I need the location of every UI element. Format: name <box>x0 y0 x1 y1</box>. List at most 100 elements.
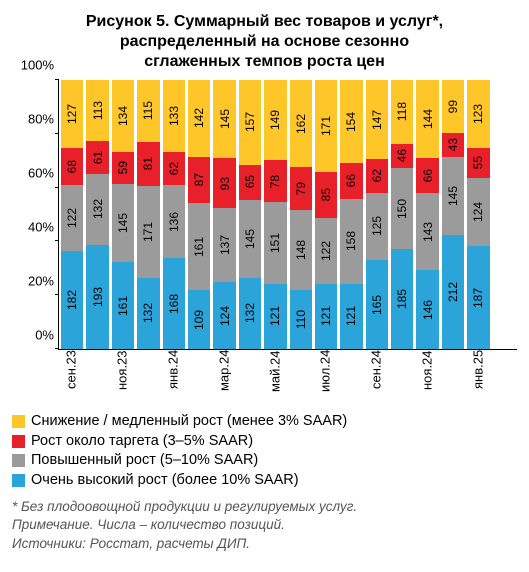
bar-segment: 162 <box>290 80 312 167</box>
x-tick-label <box>187 350 209 406</box>
bar-segment: 145 <box>112 184 134 262</box>
x-tick-label <box>492 350 514 406</box>
bar-segment: 62 <box>163 152 185 185</box>
y-tick-mark <box>55 240 59 241</box>
bar-segment: 109 <box>188 290 210 349</box>
y-axis: 0%20%40%60%80%100% <box>12 80 58 350</box>
segment-value-label: 145 <box>447 186 459 206</box>
bar-segment: 154 <box>340 80 362 163</box>
bar-segment: 115 <box>137 80 159 142</box>
title-line-3: сглаженных темпов роста цен <box>12 52 517 72</box>
x-tick-label <box>289 350 311 406</box>
bar-segment: 171 <box>315 80 337 172</box>
segment-value-label: 99 <box>447 100 459 113</box>
bar-segment: 147 <box>366 80 388 159</box>
footnote-2: Примечание. Числа – количество позиций. <box>12 516 517 534</box>
bar-segment: 212 <box>442 235 464 349</box>
bar-segment: 61 <box>86 141 108 174</box>
segment-value-label: 118 <box>396 102 408 121</box>
bar-segment: 110 <box>290 290 312 349</box>
y-tick-label: 80% <box>28 112 54 127</box>
segment-value-label: 168 <box>168 294 180 314</box>
segment-value-label: 66 <box>345 174 357 187</box>
bar-segment: 68 <box>61 148 83 185</box>
segment-value-label: 145 <box>117 213 129 233</box>
segment-value-label: 187 <box>472 288 484 308</box>
bar-segment: 125 <box>366 193 388 260</box>
bar-segment: 132 <box>86 174 108 245</box>
segment-value-label: 193 <box>92 287 104 307</box>
x-tick-label <box>442 350 464 406</box>
bar-segment: 87 <box>188 157 210 204</box>
bar-segment: 59 <box>112 152 134 184</box>
legend-item: Снижение / медленный рост (менее 3% SAAR… <box>12 412 517 432</box>
bar-segment: 43 <box>442 133 464 156</box>
segment-value-label: 124 <box>472 202 484 222</box>
x-tick-label: янв.24 <box>162 350 184 406</box>
bar-segment: 161 <box>188 203 210 290</box>
x-tick-label <box>340 350 362 406</box>
bar-segment: 193 <box>86 245 108 349</box>
segment-value-label: 121 <box>345 306 357 326</box>
segment-value-label: 121 <box>320 306 332 326</box>
x-axis: сен.23ноя.23янв.24мар.24май.24июл.24сен.… <box>58 350 517 406</box>
x-tick-label: ноя.24 <box>416 350 438 406</box>
bar-segment: 118 <box>391 80 413 144</box>
bar-column: 15765145132 <box>239 80 261 349</box>
bar-column: 16279148110 <box>290 80 312 349</box>
bar-segment: 151 <box>264 202 286 283</box>
bar-column: 13459145161 <box>112 80 134 349</box>
bar-segment: 62 <box>366 159 388 192</box>
segment-value-label: 158 <box>345 231 357 251</box>
segment-value-label: 121 <box>269 306 281 326</box>
bar-column: 14287161109 <box>188 80 210 349</box>
x-tick-label <box>238 350 260 406</box>
legend: Снижение / медленный рост (менее 3% SAAR… <box>12 412 517 490</box>
y-tick-label: 100% <box>21 58 54 73</box>
bar-column: 11581171132 <box>137 80 159 349</box>
x-tick-label <box>85 350 107 406</box>
plot-area: 1276812218211361132193134591451611158117… <box>58 80 517 350</box>
legend-label: Снижение / медленный рост (менее 3% SAAR… <box>31 412 347 432</box>
legend-label: Повышенный рост (5–10% SAAR) <box>31 451 258 471</box>
chart-area: 0%20%40%60%80%100% 127681221821136113219… <box>12 80 517 350</box>
segment-value-label: 185 <box>396 289 408 309</box>
bar-segment: 168 <box>163 258 185 349</box>
bar-segment: 81 <box>137 142 159 186</box>
segment-value-label: 87 <box>193 173 205 186</box>
segment-value-label: 81 <box>142 157 154 170</box>
bar-segment: 144 <box>416 80 438 158</box>
segment-value-label: 55 <box>472 156 484 169</box>
bar-segment: 124 <box>213 282 235 349</box>
bar-segment: 143 <box>416 193 438 270</box>
segment-value-label: 113 <box>92 101 104 120</box>
segment-value-label: 122 <box>320 241 332 261</box>
legend-item: Рост около таргета (3–5% SAAR) <box>12 432 517 452</box>
segment-value-label: 78 <box>269 175 281 188</box>
bar-segment: 161 <box>112 262 134 349</box>
bar-segment: 187 <box>467 246 489 349</box>
segment-value-label: 154 <box>345 112 357 132</box>
segment-value-label: 109 <box>193 310 205 330</box>
y-tick-label: 40% <box>28 220 54 235</box>
segment-value-label: 124 <box>219 306 231 326</box>
bar-segment: 122 <box>61 185 83 251</box>
segment-value-label: 148 <box>295 240 307 260</box>
x-tick-label: янв.25 <box>467 350 489 406</box>
segment-value-label: 147 <box>371 110 383 130</box>
x-tick-label: июл.24 <box>314 350 336 406</box>
bar-segment: 78 <box>264 160 286 202</box>
segment-value-label: 171 <box>320 116 332 136</box>
x-tick-label <box>391 350 413 406</box>
legend-swatch <box>12 435 25 448</box>
y-tick-label: 0% <box>35 328 54 343</box>
segment-value-label: 65 <box>244 175 256 188</box>
bar-segment: 148 <box>290 210 312 290</box>
y-tick-label: 60% <box>28 166 54 181</box>
x-tick-label: мар.24 <box>213 350 235 406</box>
bar-segment: 149 <box>264 80 286 160</box>
legend-label: Очень высокий рост (более 10% SAAR) <box>31 471 299 491</box>
bar-segment: 123 <box>467 80 489 148</box>
legend-swatch <box>12 415 25 428</box>
bar-segment: 146 <box>416 270 438 349</box>
